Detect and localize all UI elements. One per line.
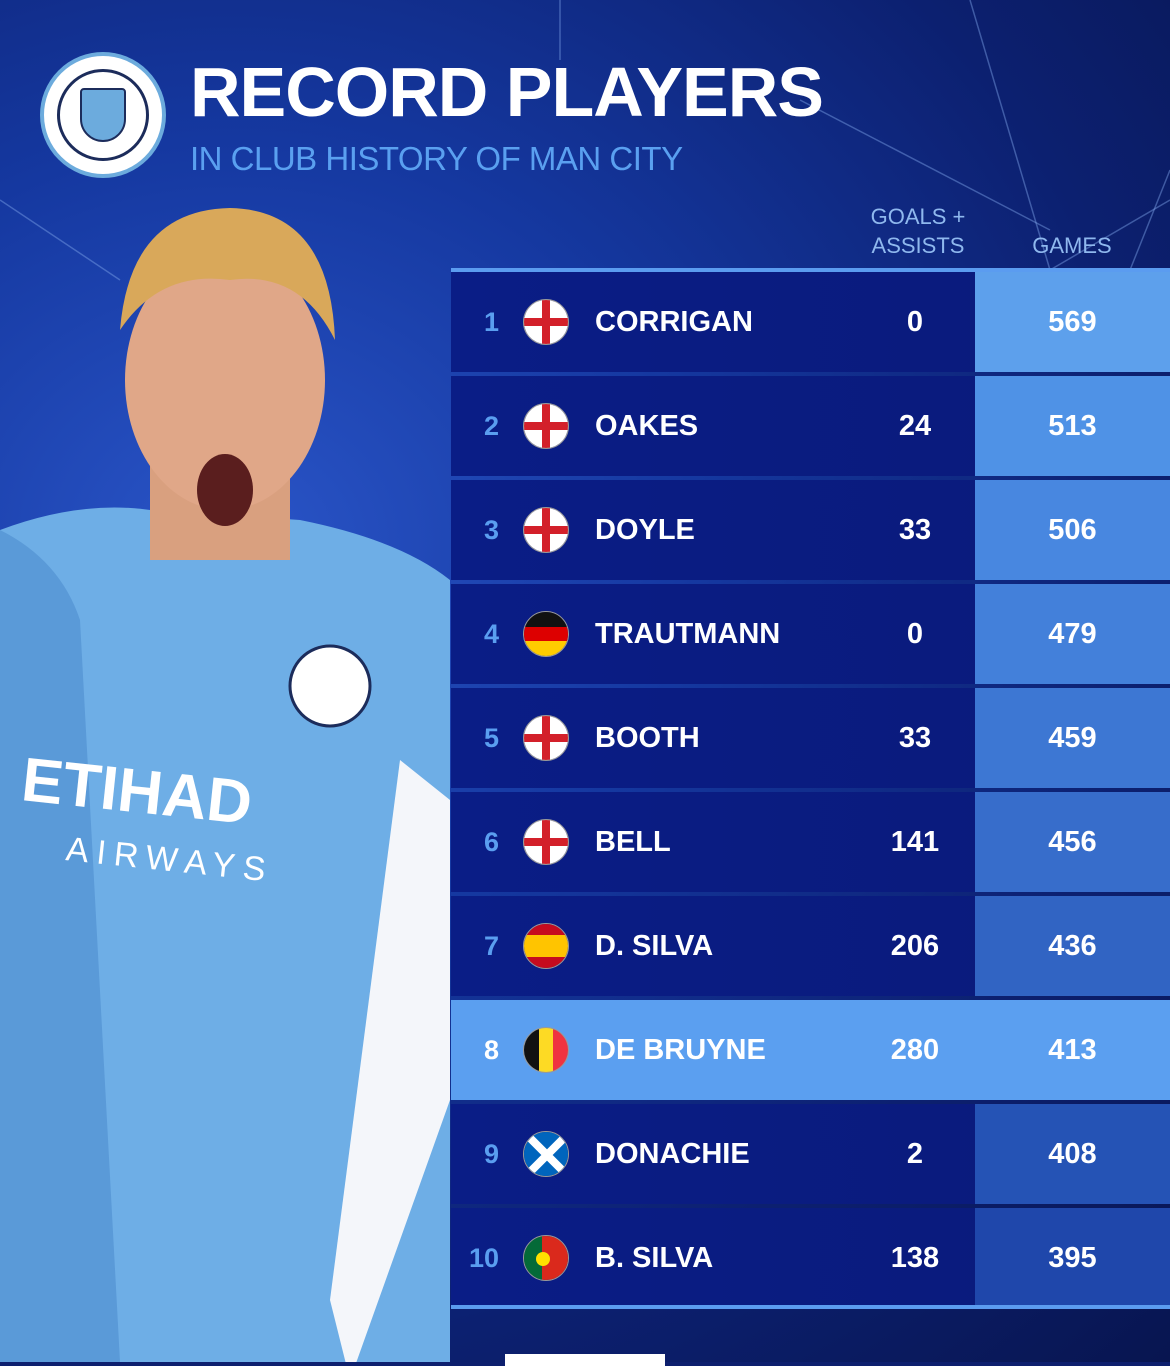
games-value: 506 (975, 480, 1170, 580)
player-name: DE BRUYNE (595, 1034, 766, 1066)
games-value: 479 (975, 584, 1170, 684)
page-subtitle: IN CLUB HISTORY OF MAN CITY (190, 140, 683, 177)
goals-assists-value: 33 (898, 722, 932, 754)
column-header-games: GAMES (1032, 233, 1112, 258)
player-name: TRAUTMANN (595, 618, 781, 650)
england-flag-icon (523, 819, 569, 865)
rank: 5 (483, 723, 499, 753)
player-name: CORRIGAN (595, 306, 753, 338)
player-name: D. SILVA (595, 930, 714, 962)
goals-assists-value: 138 (890, 1242, 940, 1274)
goals-assists-value: 0 (906, 306, 924, 338)
games-value: 436 (975, 896, 1170, 996)
table-row: 4 TRAUTMANN 0 479 (451, 584, 1170, 684)
rank: 4 (483, 619, 499, 649)
england-flag-icon (523, 299, 569, 345)
games-value: 569 (975, 272, 1170, 372)
rank: 10 (468, 1243, 499, 1273)
player-name: BOOTH (595, 722, 700, 754)
goals-assists-value: 2 (906, 1138, 924, 1170)
page-title: RECORD PLAYERS (190, 53, 824, 131)
goals-assists-value: 141 (890, 826, 940, 858)
games-value: 408 (975, 1104, 1170, 1204)
england-flag-icon (523, 403, 569, 449)
player-name: BELL (595, 826, 671, 858)
scotland-flag-icon (523, 1131, 569, 1177)
player-name: OAKES (595, 410, 699, 442)
goals-assists-value: 33 (898, 514, 932, 546)
games-value: 459 (975, 688, 1170, 788)
table-row: 5 BOOTH 33 459 (451, 688, 1170, 788)
table-top-line (451, 268, 1170, 272)
rank: 8 (483, 1035, 499, 1065)
table-row: 8 DE BRUYNE 280 413 (451, 1000, 1170, 1100)
player-name: DOYLE (595, 514, 695, 546)
table-row: 1 CORRIGAN 0 569 (451, 272, 1170, 372)
table-row: 10 B. SILVA 138 395 (451, 1208, 1170, 1308)
table-row: 9 DONACHIE 2 408 (451, 1104, 1170, 1204)
club-logo (40, 52, 166, 178)
spain-flag-icon (523, 923, 569, 969)
rank: 7 (483, 931, 499, 961)
games-value: 456 (975, 792, 1170, 892)
rank: 6 (483, 827, 499, 857)
belgium-flag-icon (523, 1027, 569, 1073)
games-value: 395 (975, 1208, 1170, 1308)
player-photo: ETIHAD AIRWAYS (0, 208, 450, 1362)
games-value: 513 (975, 376, 1170, 476)
table-row: 2 OAKES 24 513 (451, 376, 1170, 476)
goals-assists-value: 0 (906, 618, 924, 650)
england-flag-icon (523, 715, 569, 761)
table-row: 3 DOYLE 33 506 (451, 480, 1170, 580)
player-name: DONACHIE (595, 1138, 750, 1170)
table-bottom-line (451, 1305, 1170, 1309)
rank: 2 (483, 411, 499, 441)
rank: 3 (483, 515, 499, 545)
games-value: 413 (975, 1000, 1170, 1100)
footer-tab (505, 1354, 665, 1366)
goals-assists-label-2: ASSISTS (871, 233, 965, 258)
table-row: 6 BELL 141 456 (451, 792, 1170, 892)
goals-assists-value: 280 (890, 1034, 940, 1066)
rank: 9 (483, 1139, 499, 1169)
goals-assists-value: 206 (890, 930, 940, 962)
table-row: 7 D. SILVA 206 436 (451, 896, 1170, 996)
england-flag-icon (523, 507, 569, 553)
germany-flag-icon (523, 611, 569, 657)
goals-assists-label-1: GOALS + (870, 204, 966, 229)
column-header-goals-assists: GOALS + ASSISTS (862, 202, 974, 260)
portugal-flag-icon (523, 1235, 569, 1281)
rank: 1 (483, 307, 499, 337)
goals-assists-value: 24 (898, 410, 932, 442)
player-name: B. SILVA (595, 1242, 714, 1274)
